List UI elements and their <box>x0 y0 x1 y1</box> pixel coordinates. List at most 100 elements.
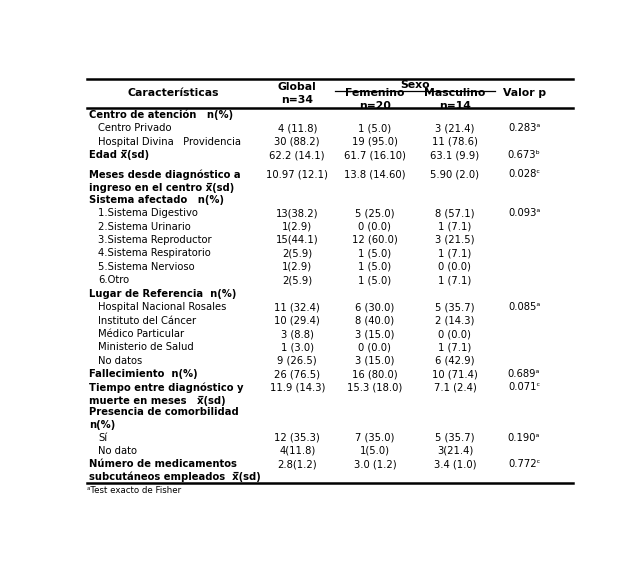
Text: 13.8 (14.60): 13.8 (14.60) <box>344 170 406 179</box>
Text: 4(11.8): 4(11.8) <box>279 446 315 456</box>
Text: 0.689ᵃ: 0.689ᵃ <box>508 370 541 379</box>
Text: 16 (80.0): 16 (80.0) <box>352 370 397 379</box>
Text: 5.90 (2.0): 5.90 (2.0) <box>431 170 479 179</box>
Text: 8 (57.1): 8 (57.1) <box>435 208 475 218</box>
Text: Instituto del Cáncer: Instituto del Cáncer <box>98 316 196 325</box>
Text: 4 (11.8): 4 (11.8) <box>277 123 317 133</box>
Text: 11.9 (14.3): 11.9 (14.3) <box>270 383 325 393</box>
Text: Hospital Divina   Providencia: Hospital Divina Providencia <box>98 137 241 147</box>
Text: Médico Particular: Médico Particular <box>98 329 184 339</box>
Text: 13(38.2): 13(38.2) <box>276 208 318 218</box>
Text: 0.673ᵇ: 0.673ᵇ <box>507 150 541 160</box>
Text: 0.085ᵃ: 0.085ᵃ <box>508 302 541 312</box>
Text: 10.97 (12.1): 10.97 (12.1) <box>266 170 328 179</box>
Text: 1(2.9): 1(2.9) <box>282 221 312 232</box>
Text: 1 (7.1): 1 (7.1) <box>438 275 472 285</box>
Text: 3 (8.8): 3 (8.8) <box>281 329 314 339</box>
Text: Lugar de Referencia  n(%): Lugar de Referencia n(%) <box>89 289 236 299</box>
Text: 0.772ᶜ: 0.772ᶜ <box>508 459 541 469</box>
Text: 15.3 (18.0): 15.3 (18.0) <box>347 383 403 393</box>
Text: 11 (32.4): 11 (32.4) <box>274 302 320 312</box>
Text: 30 (88.2): 30 (88.2) <box>275 137 320 147</box>
Text: 3.0 (1.2): 3.0 (1.2) <box>353 459 396 469</box>
Text: 19 (95.0): 19 (95.0) <box>352 137 398 147</box>
Text: Centro Privado: Centro Privado <box>98 123 172 133</box>
Text: 5.Sistema Nervioso: 5.Sistema Nervioso <box>98 262 195 272</box>
Text: 1 (5.0): 1 (5.0) <box>358 275 392 285</box>
Text: Presencia de comorbilidad
n(%): Presencia de comorbilidad n(%) <box>89 407 239 430</box>
Text: 26 (76.5): 26 (76.5) <box>274 370 320 379</box>
Text: 0 (0.0): 0 (0.0) <box>438 262 472 272</box>
Text: 12 (35.3): 12 (35.3) <box>274 433 320 442</box>
Text: Ministerio de Salud: Ministerio de Salud <box>98 342 194 353</box>
Text: Sistema afectado   n(%): Sistema afectado n(%) <box>89 194 224 205</box>
Text: 12 (60.0): 12 (60.0) <box>352 235 397 245</box>
Text: 63.1 (9.9): 63.1 (9.9) <box>431 150 479 160</box>
Text: Global
n=34: Global n=34 <box>278 82 316 105</box>
Text: 8 (40.0): 8 (40.0) <box>355 316 394 325</box>
Text: 4.Sistema Respiratorio: 4.Sistema Respiratorio <box>98 249 211 258</box>
Text: Fallecimiento  n(%): Fallecimiento n(%) <box>89 370 198 379</box>
Text: Centro de atención   n(%): Centro de atención n(%) <box>89 110 233 120</box>
Text: Características: Características <box>128 89 219 98</box>
Text: 1(2.9): 1(2.9) <box>282 262 312 272</box>
Text: 6 (42.9): 6 (42.9) <box>435 356 475 366</box>
Text: 3.4 (1.0): 3.4 (1.0) <box>434 459 476 469</box>
Text: 0.028ᶜ: 0.028ᶜ <box>508 170 540 179</box>
Text: 0.190ᵃ: 0.190ᵃ <box>508 433 541 442</box>
Text: 15(44.1): 15(44.1) <box>276 235 318 245</box>
Text: 0 (0.0): 0 (0.0) <box>438 329 472 339</box>
Text: 6 (30.0): 6 (30.0) <box>355 302 394 312</box>
Text: Número de medicamentos
subcutáneos empleados  x̅(sd): Número de medicamentos subcutáneos emple… <box>89 459 261 483</box>
Text: 1 (7.1): 1 (7.1) <box>438 249 472 258</box>
Text: Sí: Sí <box>98 433 107 442</box>
Text: 62.2 (14.1): 62.2 (14.1) <box>270 150 325 160</box>
Text: 2 (14.3): 2 (14.3) <box>435 316 475 325</box>
Text: 6.Otro: 6.Otro <box>98 275 129 285</box>
Text: 1 (5.0): 1 (5.0) <box>358 249 392 258</box>
Text: Masculino
n=14: Masculino n=14 <box>424 89 486 111</box>
Text: 3.Sistema Reproductor: 3.Sistema Reproductor <box>98 235 212 245</box>
Text: Meses desde diagnóstico a
ingreso en el centro x̅(sd): Meses desde diagnóstico a ingreso en el … <box>89 170 241 193</box>
Text: 5 (35.7): 5 (35.7) <box>435 302 475 312</box>
Text: 2(5.9): 2(5.9) <box>282 249 312 258</box>
Text: 1 (5.0): 1 (5.0) <box>358 262 392 272</box>
Text: 5 (35.7): 5 (35.7) <box>435 433 475 442</box>
Text: 3 (21.5): 3 (21.5) <box>435 235 475 245</box>
Text: Sexo: Sexo <box>400 80 429 90</box>
Text: 3 (15.0): 3 (15.0) <box>355 356 394 366</box>
Text: ᵃTest exacto de Fisher: ᵃTest exacto de Fisher <box>88 486 181 495</box>
Text: 0 (0.0): 0 (0.0) <box>358 221 391 232</box>
Text: 1 (3.0): 1 (3.0) <box>281 342 314 353</box>
Text: Hospital Nacional Rosales: Hospital Nacional Rosales <box>98 302 227 312</box>
Text: 5 (25.0): 5 (25.0) <box>355 208 395 218</box>
Text: 3(21.4): 3(21.4) <box>437 446 473 456</box>
Text: 10 (29.4): 10 (29.4) <box>274 316 320 325</box>
Text: 11 (78.6): 11 (78.6) <box>432 137 478 147</box>
Text: 2.Sistema Urinario: 2.Sistema Urinario <box>98 221 191 232</box>
Text: 0.071ᶜ: 0.071ᶜ <box>508 383 540 393</box>
Text: 7.1 (2.4): 7.1 (2.4) <box>433 383 476 393</box>
Text: 10 (71.4): 10 (71.4) <box>432 370 478 379</box>
Text: Tiempo entre diagnóstico y
muerte en meses   x̅(sd): Tiempo entre diagnóstico y muerte en mes… <box>89 383 244 406</box>
Text: 61.7 (16.10): 61.7 (16.10) <box>344 150 406 160</box>
Text: Edad x̅(sd): Edad x̅(sd) <box>89 150 150 160</box>
Text: 1 (5.0): 1 (5.0) <box>358 123 392 133</box>
Text: Femenino
n=20: Femenino n=20 <box>345 89 404 111</box>
Text: No dato: No dato <box>98 446 137 456</box>
Text: 3 (21.4): 3 (21.4) <box>435 123 475 133</box>
Text: 1 (7.1): 1 (7.1) <box>438 342 472 353</box>
Text: 0.093ᵃ: 0.093ᵃ <box>508 208 541 218</box>
Text: 1.Sistema Digestivo: 1.Sistema Digestivo <box>98 208 198 218</box>
Text: 0 (0.0): 0 (0.0) <box>358 342 391 353</box>
Text: 7 (35.0): 7 (35.0) <box>355 433 394 442</box>
Text: 2(5.9): 2(5.9) <box>282 275 312 285</box>
Text: 0.283ᵃ: 0.283ᵃ <box>508 123 541 133</box>
Text: 2.8(1.2): 2.8(1.2) <box>277 459 317 469</box>
Text: 9 (26.5): 9 (26.5) <box>277 356 317 366</box>
Text: No datos: No datos <box>98 356 142 366</box>
Text: Valor p: Valor p <box>502 89 546 98</box>
Text: 1 (7.1): 1 (7.1) <box>438 221 472 232</box>
Text: 3 (15.0): 3 (15.0) <box>355 329 394 339</box>
Text: 1(5.0): 1(5.0) <box>360 446 390 456</box>
